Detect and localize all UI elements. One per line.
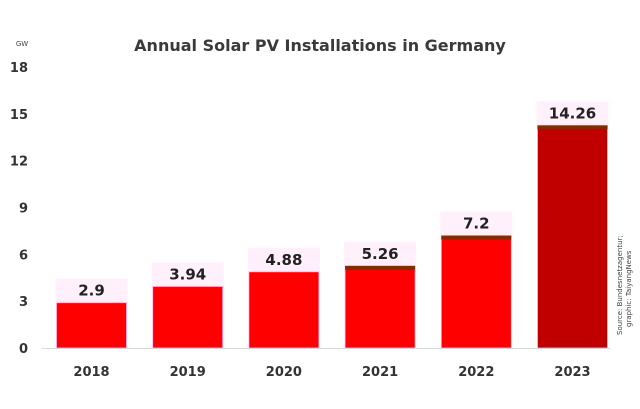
y-tick-label: 0	[19, 342, 28, 357]
data-label: 4.88	[265, 251, 302, 269]
bar-2019	[152, 286, 224, 349]
y-tick-label: 15	[10, 108, 28, 123]
data-label: 2.9	[78, 282, 105, 300]
x-tick-label: 2023	[554, 365, 590, 380]
source-line-2: graphic: TaiyangNews	[625, 250, 633, 327]
y-tick-label: 9	[19, 202, 28, 217]
data-label: 5.26	[362, 245, 399, 263]
bar-cap	[345, 265, 416, 270]
x-tick-label: 2021	[362, 365, 398, 380]
x-tick-label: 2020	[266, 365, 302, 380]
label-background	[247, 247, 320, 272]
chart-title: Annual Solar PV Installations in Germany	[134, 36, 506, 55]
bars: 2.9 3.94 4.88 5.26 7.2 14.26	[55, 101, 609, 349]
bar-2023	[537, 124, 608, 349]
x-axis: 2018 2019 2020 2021 2022 2023	[73, 365, 590, 380]
label-background	[440, 211, 513, 236]
y-tick-label: 6	[19, 248, 28, 263]
bar-cap	[537, 125, 608, 130]
label-background	[344, 241, 417, 266]
bar-2020	[248, 271, 320, 349]
bar-2022	[440, 235, 512, 349]
bar-cap	[441, 235, 512, 240]
bar-2018	[56, 302, 127, 349]
source-note: Source: Bundesnetzagentur; graphic: Taiy…	[616, 235, 633, 335]
label-background	[536, 101, 609, 126]
y-tick-label: 12	[10, 155, 28, 170]
label-background	[55, 278, 128, 303]
source-line-1: Source: Bundesnetzagentur;	[616, 235, 624, 335]
y-tick-label: 3	[19, 295, 28, 310]
x-tick-label: 2018	[73, 365, 109, 380]
data-label: 7.2	[463, 215, 490, 233]
label-background	[151, 262, 224, 287]
y-axis: 0 3 6 9 12 15 18	[10, 61, 28, 357]
data-label: 14.26	[549, 104, 596, 122]
x-tick-label: 2019	[170, 365, 206, 380]
y-axis-unit: GW	[16, 40, 28, 48]
data-label: 3.94	[169, 265, 206, 283]
y-tick-label: 18	[10, 61, 28, 76]
x-tick-label: 2022	[458, 365, 494, 380]
bar-2021	[344, 265, 416, 349]
